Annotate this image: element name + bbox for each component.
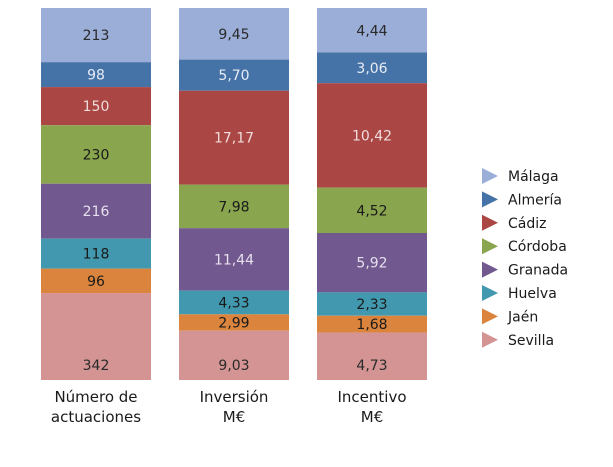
data-label: 342: [83, 358, 110, 374]
legend-label: Córdoba: [508, 239, 567, 255]
legend-item: Huelva: [482, 285, 557, 302]
data-label: 2,33: [356, 297, 387, 313]
data-label: 4,52: [356, 203, 387, 219]
bar-segment: [317, 83, 427, 188]
bar-segment: [179, 59, 289, 91]
legend-label: Sevilla: [508, 333, 554, 349]
data-label: 96: [87, 274, 105, 290]
bar-segment: [41, 8, 151, 63]
bar-segment: [317, 52, 427, 84]
data-label: 9,03: [218, 358, 249, 374]
category-label: actuaciones: [51, 408, 141, 426]
legend-label: Jaén: [507, 309, 538, 325]
legend-item: Córdoba: [482, 238, 567, 255]
data-label: 5,92: [356, 256, 387, 272]
legend-item: Jaén: [482, 308, 538, 325]
bar-segment: [41, 268, 151, 294]
bar-segment: [179, 90, 289, 185]
bar-segment: [41, 183, 151, 239]
data-label: 4,44: [356, 23, 387, 39]
bars-group: 213 98 150 230 216 118 96 342 9,45 5,70 17,17 7,98 1…: [41, 8, 427, 380]
legend-item: Málaga: [482, 168, 559, 185]
data-label: 17,17: [214, 131, 254, 147]
bar-segment: [41, 87, 151, 126]
legend-marker-icon: [482, 285, 498, 301]
category-labels: Número de actuaciones Inversión M€ Incentivo…: [51, 388, 407, 426]
data-label: 7,98: [218, 199, 249, 215]
data-label: 1,68: [356, 317, 387, 333]
data-label: 2,99: [218, 316, 249, 332]
bar-segment: [179, 184, 289, 229]
legend-marker-icon: [482, 238, 498, 255]
data-label: 4,33: [218, 296, 249, 312]
bar-segment: [317, 233, 427, 293]
bar-segment: [179, 314, 289, 331]
data-label: 118: [83, 247, 110, 263]
legend-marker-icon: [482, 308, 498, 325]
bar-segment: [41, 238, 151, 269]
legend-marker-icon: [482, 168, 498, 184]
data-label: 9,45: [218, 27, 249, 43]
category-label: Incentivo: [337, 388, 406, 406]
legend-item: Sevilla: [482, 331, 554, 349]
legend-label: Almería: [508, 192, 562, 208]
data-label: 5,70: [218, 68, 249, 84]
legend-label: Cádiz: [508, 216, 546, 232]
data-label: 11,44: [214, 252, 254, 268]
bar-segment: [317, 292, 427, 316]
data-label: 230: [83, 147, 110, 163]
bar-segment: [317, 8, 427, 53]
bar-segment: [41, 125, 151, 184]
bar-segment: [317, 332, 427, 380]
category-label: Inversión: [200, 388, 269, 406]
legend-label: Granada: [508, 263, 568, 279]
data-label: 3,06: [356, 61, 387, 77]
legend-item: Cádiz: [482, 214, 546, 232]
legend-label: Málaga: [508, 169, 559, 185]
bar-segment: [179, 330, 289, 380]
legend: Málaga Almería Cádiz Córdoba Granada Huelva Ja…: [482, 168, 568, 349]
legend-label: Huelva: [508, 286, 557, 302]
legend-marker-icon: [482, 331, 498, 348]
category-label: Número de: [54, 388, 137, 406]
legend-item: Granada: [482, 261, 568, 279]
legend-marker-icon: [482, 191, 498, 208]
data-label: 216: [83, 204, 110, 220]
category-label: M€: [361, 408, 384, 426]
bar-segment: [41, 62, 151, 88]
legend-marker-icon: [482, 261, 498, 278]
legend-item: Almería: [482, 191, 562, 208]
legend-marker-icon: [482, 214, 498, 231]
data-label: 98: [87, 68, 105, 84]
bar-segment: [179, 290, 289, 315]
data-label: 150: [83, 99, 110, 115]
category-label: M€: [223, 408, 246, 426]
data-label: 213: [83, 28, 110, 44]
bar-segment: [179, 8, 289, 60]
bar-segment: [317, 315, 427, 333]
bar-segment: [179, 228, 289, 291]
bar-segment: [317, 187, 427, 233]
data-label: 4,73: [356, 358, 387, 374]
data-label: 10,42: [352, 128, 392, 144]
bar-segment: [41, 293, 151, 380]
